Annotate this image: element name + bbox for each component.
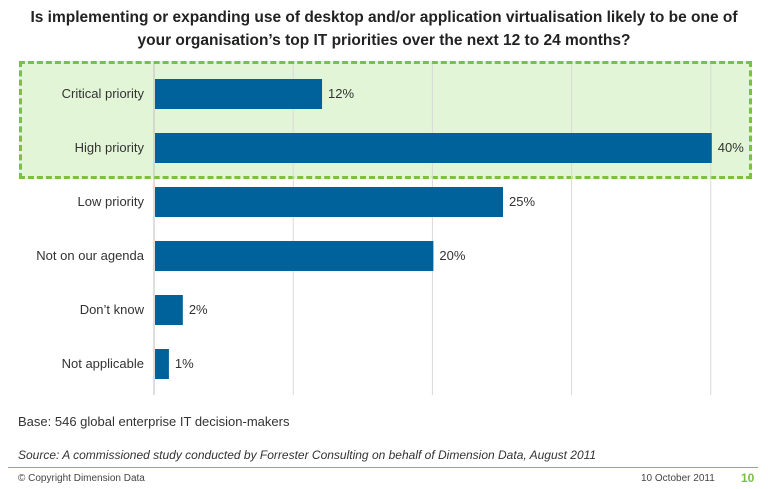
bar-0: [155, 79, 323, 109]
page-number: 10: [741, 471, 755, 485]
value-label-4: 2%: [189, 302, 208, 317]
bar-5: [155, 349, 169, 379]
value-label-3: 20%: [439, 248, 465, 263]
bar-1: [155, 133, 712, 163]
copyright-text: © Copyright Dimension Data: [18, 473, 145, 484]
category-label-4: Don’t know: [80, 302, 145, 317]
bar-3: [155, 241, 434, 271]
chart-title: Is implementing or expanding use of desk…: [30, 9, 738, 49]
category-label-3: Not on our agenda: [36, 248, 144, 263]
bar-4: [155, 295, 183, 325]
footer-divider: [8, 467, 758, 468]
value-label-0: 12%: [328, 86, 354, 101]
bar-2: [155, 187, 503, 217]
footer-date: 10 October 2011: [641, 473, 715, 484]
category-label-0: Critical priority: [62, 86, 145, 101]
value-label-1: 40%: [718, 140, 744, 155]
base-note: Base: 546 global enterprise IT decision-…: [18, 414, 290, 429]
source-note: Source: A commissioned study conducted b…: [18, 448, 597, 462]
bar-chart: Critical priority 12% High priority 40% Low …: [36, 64, 744, 395]
category-label-2: Low priority: [78, 194, 145, 209]
value-label-2: 25%: [509, 194, 535, 209]
category-label-5: Not applicable: [62, 356, 144, 371]
category-label-1: High priority: [75, 140, 145, 155]
value-label-5: 1%: [175, 356, 194, 371]
